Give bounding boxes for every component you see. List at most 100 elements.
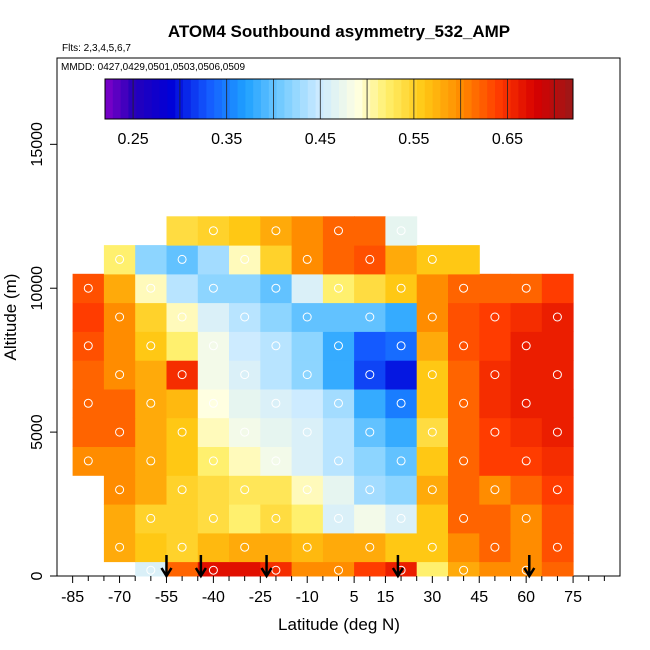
colorbar-swatch <box>526 79 535 119</box>
heatmap-cell <box>229 302 261 332</box>
heatmap-cell <box>541 273 574 304</box>
heatmap-cell <box>103 245 136 275</box>
colorbar-swatch <box>541 79 550 119</box>
heatmap-cell <box>103 331 136 361</box>
data-point-marker <box>552 542 562 552</box>
colorbar-swatch <box>510 79 519 119</box>
data-point-marker <box>334 341 343 351</box>
data-point-marker <box>177 312 187 322</box>
data-point-marker <box>177 427 187 437</box>
colorbar-swatch <box>229 79 238 119</box>
data-point-marker <box>490 485 500 495</box>
heatmap-cell <box>72 446 105 476</box>
heatmap-cell <box>229 273 261 304</box>
heatmap-cell <box>72 417 105 447</box>
heatmap-cell <box>322 446 355 476</box>
colorbar-swatch <box>315 79 324 119</box>
heatmap-cell <box>291 417 324 447</box>
colorbar-tick-label: 0.25 <box>118 131 149 148</box>
heatmap-cell <box>229 388 261 419</box>
colorbar-swatch <box>518 79 527 119</box>
heatmap-cell <box>479 532 512 563</box>
colorbar-swatch <box>222 79 231 119</box>
heatmap-cell <box>416 446 449 476</box>
data-point-marker <box>334 283 343 293</box>
heatmap-cell <box>229 417 261 447</box>
data-point-marker <box>208 456 218 466</box>
heatmap-cell <box>385 302 418 332</box>
data-point-marker <box>334 513 343 523</box>
heatmap-cell <box>385 388 418 419</box>
data-point-marker <box>302 254 312 264</box>
data-point-marker <box>240 427 250 437</box>
data-point-marker <box>271 398 281 408</box>
colorbar-tick-label: 0.55 <box>398 131 429 148</box>
data-point-marker <box>427 254 437 264</box>
colorbar-swatch <box>393 79 402 119</box>
heatmap-cell <box>479 388 512 419</box>
x-tick-label: 30 <box>423 589 441 606</box>
heatmap-cell <box>354 360 386 390</box>
data-point-marker <box>521 341 531 351</box>
data-point-markers <box>83 226 562 575</box>
heatmap-cell <box>416 388 449 419</box>
heatmap-cell <box>541 475 574 505</box>
data-point-marker <box>365 485 375 495</box>
x-tick-label: 15 <box>377 589 395 606</box>
heatmap-cell <box>354 532 386 563</box>
heatmap-cell <box>260 331 293 361</box>
heatmap-cell <box>479 504 512 534</box>
heatmap-cell <box>197 331 230 361</box>
heatmap-cell <box>541 302 574 332</box>
heatmap-cell <box>510 302 543 332</box>
data-point-marker <box>240 370 250 380</box>
heatmap-cell <box>448 504 480 534</box>
colorbar-swatch <box>307 79 316 119</box>
heatmap-cell <box>260 360 293 390</box>
profile-arrow <box>391 555 404 579</box>
data-point-marker <box>115 542 125 552</box>
y-tick-label: 15000 <box>29 122 46 167</box>
heatmap-cell <box>197 417 230 447</box>
data-point-marker <box>208 513 218 523</box>
heatmap-cell <box>166 245 199 275</box>
heatmap-cell <box>448 302 480 332</box>
heatmap-cells <box>72 216 574 577</box>
heatmap-cell <box>166 331 199 361</box>
heatmap-cell <box>260 216 293 246</box>
x-axis-label: Latitude (deg N) <box>278 615 400 634</box>
data-point-marker <box>365 427 375 437</box>
heatmap-cell <box>103 532 136 563</box>
heatmap-cell <box>72 388 105 419</box>
flights-label: Flts: 2,3,4,5,6,7 <box>62 43 131 54</box>
data-point-marker <box>521 513 531 523</box>
heatmap-cell <box>103 446 136 476</box>
colorbar-tick-label: 0.45 <box>305 131 336 148</box>
heatmap-cell <box>416 331 449 361</box>
data-point-marker <box>208 565 218 575</box>
data-point-marker <box>271 283 281 293</box>
data-point-marker <box>521 283 531 293</box>
heatmap-cell <box>166 302 199 332</box>
colorbar-swatch <box>557 79 566 119</box>
colorbar-swatch <box>549 79 558 119</box>
heatmap-cell <box>166 446 199 476</box>
colorbar-swatch <box>385 79 394 119</box>
heatmap-cell <box>135 360 167 390</box>
heatmap-cell <box>322 417 355 447</box>
colorbar-swatch <box>253 79 262 119</box>
data-point-marker <box>396 513 406 523</box>
data-point-marker <box>115 427 125 437</box>
heatmap-cell <box>416 302 449 332</box>
heatmap-cell <box>448 273 480 304</box>
heatmap-cell <box>72 273 105 304</box>
heatmap-cell <box>541 561 574 577</box>
colorbar-swatch <box>378 79 387 119</box>
data-point-marker <box>208 398 218 408</box>
data-point-marker <box>552 370 562 380</box>
heatmap-cell <box>448 388 480 419</box>
heatmap-cell <box>229 245 261 275</box>
data-point-marker <box>83 398 93 408</box>
heatmap-cell <box>229 360 261 390</box>
